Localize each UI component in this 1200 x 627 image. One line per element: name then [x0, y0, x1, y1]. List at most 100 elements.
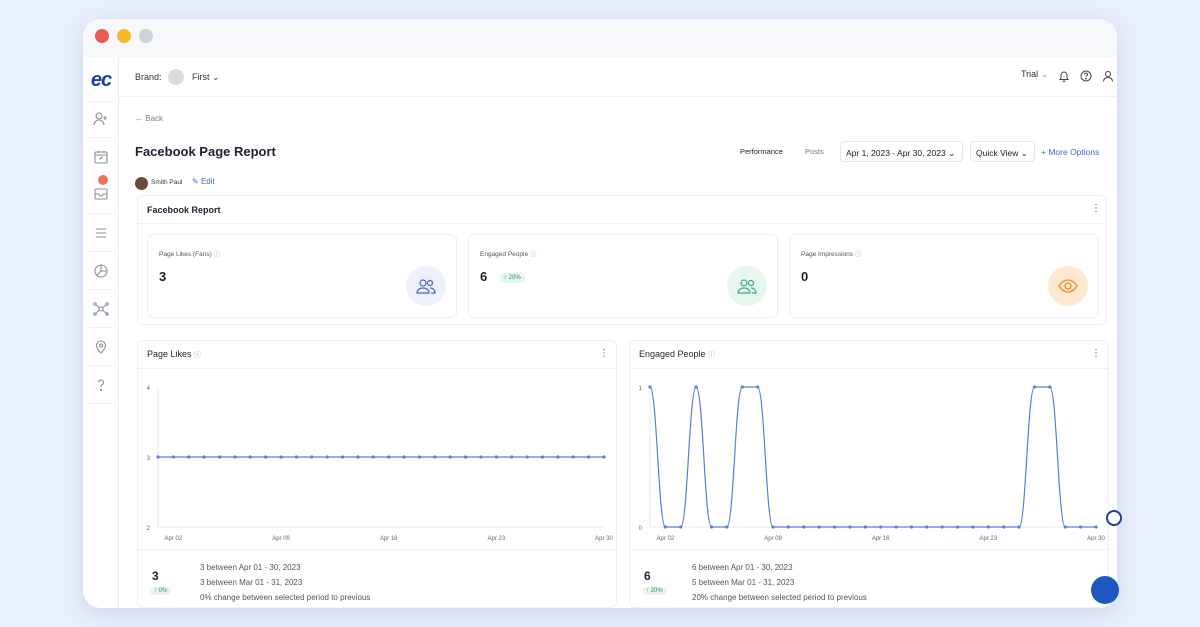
plan-label: Trial [1021, 69, 1039, 79]
date-range-picker[interactable]: Apr 1, 2023 - Apr 30, 2023 ⌄ [840, 141, 963, 162]
data-point[interactable] [709, 525, 714, 529]
data-point[interactable] [387, 455, 391, 459]
app-logo[interactable]: ec [90, 69, 112, 91]
data-point[interactable] [832, 525, 837, 529]
info-icon: ⓘ [213, 251, 221, 258]
quick-view-dropdown[interactable]: Quick View ⌄ [970, 141, 1035, 162]
data-point[interactable] [786, 525, 791, 529]
data-point[interactable] [510, 455, 514, 459]
maximize-window-button[interactable] [139, 29, 153, 43]
data-point[interactable] [894, 525, 898, 529]
data-point[interactable] [663, 525, 667, 529]
edit-label: Edit [200, 177, 215, 186]
data-point[interactable] [494, 455, 498, 459]
close-window-button[interactable] [95, 29, 109, 43]
summary-change-text: 0% change between selected period to pre… [200, 593, 371, 602]
data-point[interactable] [463, 455, 468, 459]
location-icon[interactable] [89, 335, 113, 359]
data-point[interactable] [279, 455, 283, 459]
data-point[interactable] [187, 455, 191, 459]
data-point[interactable] [1079, 525, 1083, 529]
data-point[interactable] [679, 525, 683, 529]
data-point[interactable] [863, 525, 867, 529]
info-icon: ⓘ [854, 251, 862, 258]
brand-selector[interactable]: First ⌄ [192, 72, 220, 83]
minimize-window-button[interactable] [117, 29, 131, 43]
data-point[interactable] [248, 455, 252, 459]
data-point[interactable] [1094, 525, 1098, 529]
data-point[interactable] [602, 455, 606, 459]
back-link[interactable]: ← Back [135, 114, 163, 123]
data-point[interactable] [417, 455, 422, 459]
brand-avatar[interactable] [168, 69, 184, 85]
help-circle-icon[interactable] [1080, 69, 1094, 83]
data-point[interactable] [909, 525, 914, 529]
list-icon[interactable] [89, 221, 113, 245]
tab-performance[interactable]: Performance [740, 147, 783, 156]
data-point[interactable] [1032, 385, 1037, 389]
data-point[interactable] [448, 455, 452, 459]
network-icon[interactable] [89, 297, 113, 321]
data-point[interactable] [171, 455, 175, 459]
data-point[interactable] [479, 455, 483, 459]
data-point[interactable] [587, 455, 591, 459]
data-point[interactable] [540, 455, 545, 459]
data-point[interactable] [264, 455, 268, 459]
data-point[interactable] [402, 455, 406, 459]
add-user-icon[interactable] [89, 107, 113, 131]
data-point[interactable] [925, 525, 929, 529]
data-point[interactable] [433, 455, 437, 459]
sidebar: ec [83, 57, 119, 608]
data-point[interactable] [879, 525, 883, 529]
edit-button[interactable]: ✎ Edit [192, 177, 215, 186]
data-point[interactable] [725, 525, 729, 529]
data-point[interactable] [756, 385, 760, 389]
data-point[interactable] [1002, 525, 1006, 529]
chat-support-button[interactable] [1091, 576, 1119, 604]
chatbot-icon[interactable] [1106, 510, 1122, 526]
data-point[interactable] [556, 455, 560, 459]
data-point[interactable] [971, 525, 975, 529]
data-point[interactable] [356, 455, 360, 459]
data-point[interactable] [371, 455, 375, 459]
more-vertical-icon[interactable]: ⋮ [1091, 203, 1101, 214]
data-point[interactable] [648, 385, 652, 389]
data-point[interactable] [955, 525, 960, 529]
pie-chart-icon[interactable] [89, 259, 113, 283]
data-point[interactable] [525, 455, 529, 459]
data-point[interactable] [340, 455, 345, 459]
data-point[interactable] [940, 525, 944, 529]
data-point[interactable] [1048, 385, 1052, 389]
data-point[interactable] [571, 455, 575, 459]
data-point[interactable] [771, 525, 775, 529]
data-point[interactable] [1063, 525, 1067, 529]
inbox-icon[interactable] [89, 175, 113, 205]
data-point[interactable] [202, 455, 206, 459]
user-icon[interactable] [1102, 69, 1116, 83]
metric-card-page-likes: Page Likes (Fans) ⓘ 3 [147, 234, 457, 318]
data-point[interactable] [740, 385, 744, 389]
data-point[interactable] [817, 525, 821, 529]
data-point[interactable] [217, 455, 222, 459]
metric-card-engaged-people: Engaged People ⓘ 6 ↑ 20% [468, 234, 778, 318]
sidebar-divider [89, 327, 113, 328]
more-vertical-icon[interactable]: ⋮ [599, 348, 609, 359]
data-point[interactable] [156, 455, 160, 459]
calendar-icon[interactable] [89, 145, 113, 169]
data-point[interactable] [233, 455, 237, 459]
data-point[interactable] [325, 455, 329, 459]
help-icon[interactable] [89, 373, 113, 397]
more-vertical-icon[interactable]: ⋮ [1091, 348, 1101, 359]
more-options-button[interactable]: + More Options [1041, 147, 1099, 157]
data-point[interactable] [802, 525, 806, 529]
tab-posts[interactable]: Posts [805, 147, 824, 156]
data-point[interactable] [294, 455, 299, 459]
data-point[interactable] [1017, 525, 1021, 529]
data-point[interactable] [694, 385, 698, 389]
plan-selector[interactable]: Trial ⌄ [1021, 69, 1048, 80]
data-point[interactable] [848, 525, 852, 529]
data-point[interactable] [986, 525, 990, 529]
data-point[interactable] [310, 455, 314, 459]
report-title: Facebook Report [147, 205, 221, 215]
bell-icon[interactable] [1058, 69, 1072, 83]
